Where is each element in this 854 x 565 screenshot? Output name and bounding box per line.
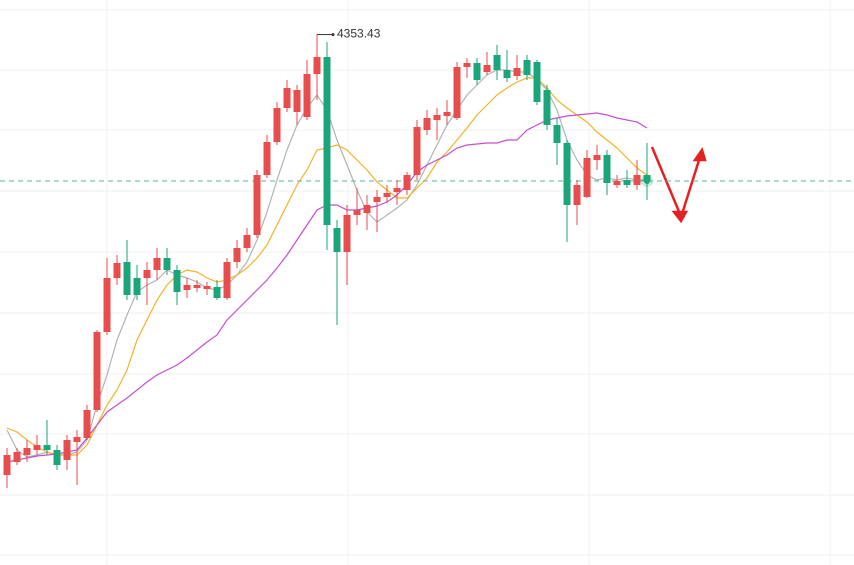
candle-body [413,127,421,175]
candle-body [193,285,201,288]
candle-body [543,90,551,125]
candle-body [113,263,121,278]
candle-body [353,210,361,215]
max-dot [331,33,335,37]
arrow-up [680,156,702,215]
candle-body [333,228,341,252]
candle-body [533,62,541,102]
candle-body [253,175,261,235]
candle-body [213,287,221,298]
candle-body [593,155,601,160]
candle-body [153,258,161,270]
candle-body [573,185,581,205]
candle-body [13,452,21,462]
candle-body [453,67,461,118]
candle-body [633,175,641,185]
candle-body [583,158,591,197]
candle-body [423,118,431,130]
candle-body [603,155,611,183]
candle-body [33,445,41,450]
candle-body [363,205,371,213]
candle-body [403,175,411,190]
candle-body [173,270,181,292]
candle-body [503,70,511,78]
candle-body [223,262,231,298]
last-price-dot [644,178,650,184]
candle-body [103,278,111,332]
candle-body [143,270,151,278]
candle-body [293,90,301,112]
candle-body [73,437,81,442]
candle-body [393,188,401,192]
candle-body [433,115,441,120]
candle-body [243,235,251,248]
candle-body [303,74,311,117]
candle-body [263,142,271,175]
candle-body [493,55,501,70]
candle-body [273,108,281,142]
candle-body [523,60,531,75]
candle-body [53,450,61,465]
candle-body [623,180,631,185]
candle-body [483,65,491,72]
candle-body [123,262,131,295]
candle-body [513,68,521,76]
candle-body [43,445,51,450]
candle-body [373,197,381,202]
candle-body [203,286,211,289]
forecast-arrows [650,146,707,224]
candle-body [563,143,571,205]
candle-body [163,258,171,270]
arrow-head [692,147,707,162]
candle-body [233,248,241,262]
candle-body [463,63,471,67]
candle-body [323,57,331,225]
candle-body [383,193,391,197]
candle-body [613,181,621,185]
candle-body [343,215,351,252]
candle-body [3,455,11,475]
candle-body [473,63,481,80]
candle-body [553,125,561,143]
max-label: 4353.43 [337,27,381,41]
candle-body [63,440,71,460]
candle-body [183,285,191,290]
candle-body [443,112,451,116]
candle-body [313,57,321,74]
candle-body [283,88,291,108]
candle-body [23,448,31,455]
candle-body [93,332,101,410]
arrow-head [671,210,689,224]
candle-body [83,410,91,438]
candle-body [133,278,141,295]
